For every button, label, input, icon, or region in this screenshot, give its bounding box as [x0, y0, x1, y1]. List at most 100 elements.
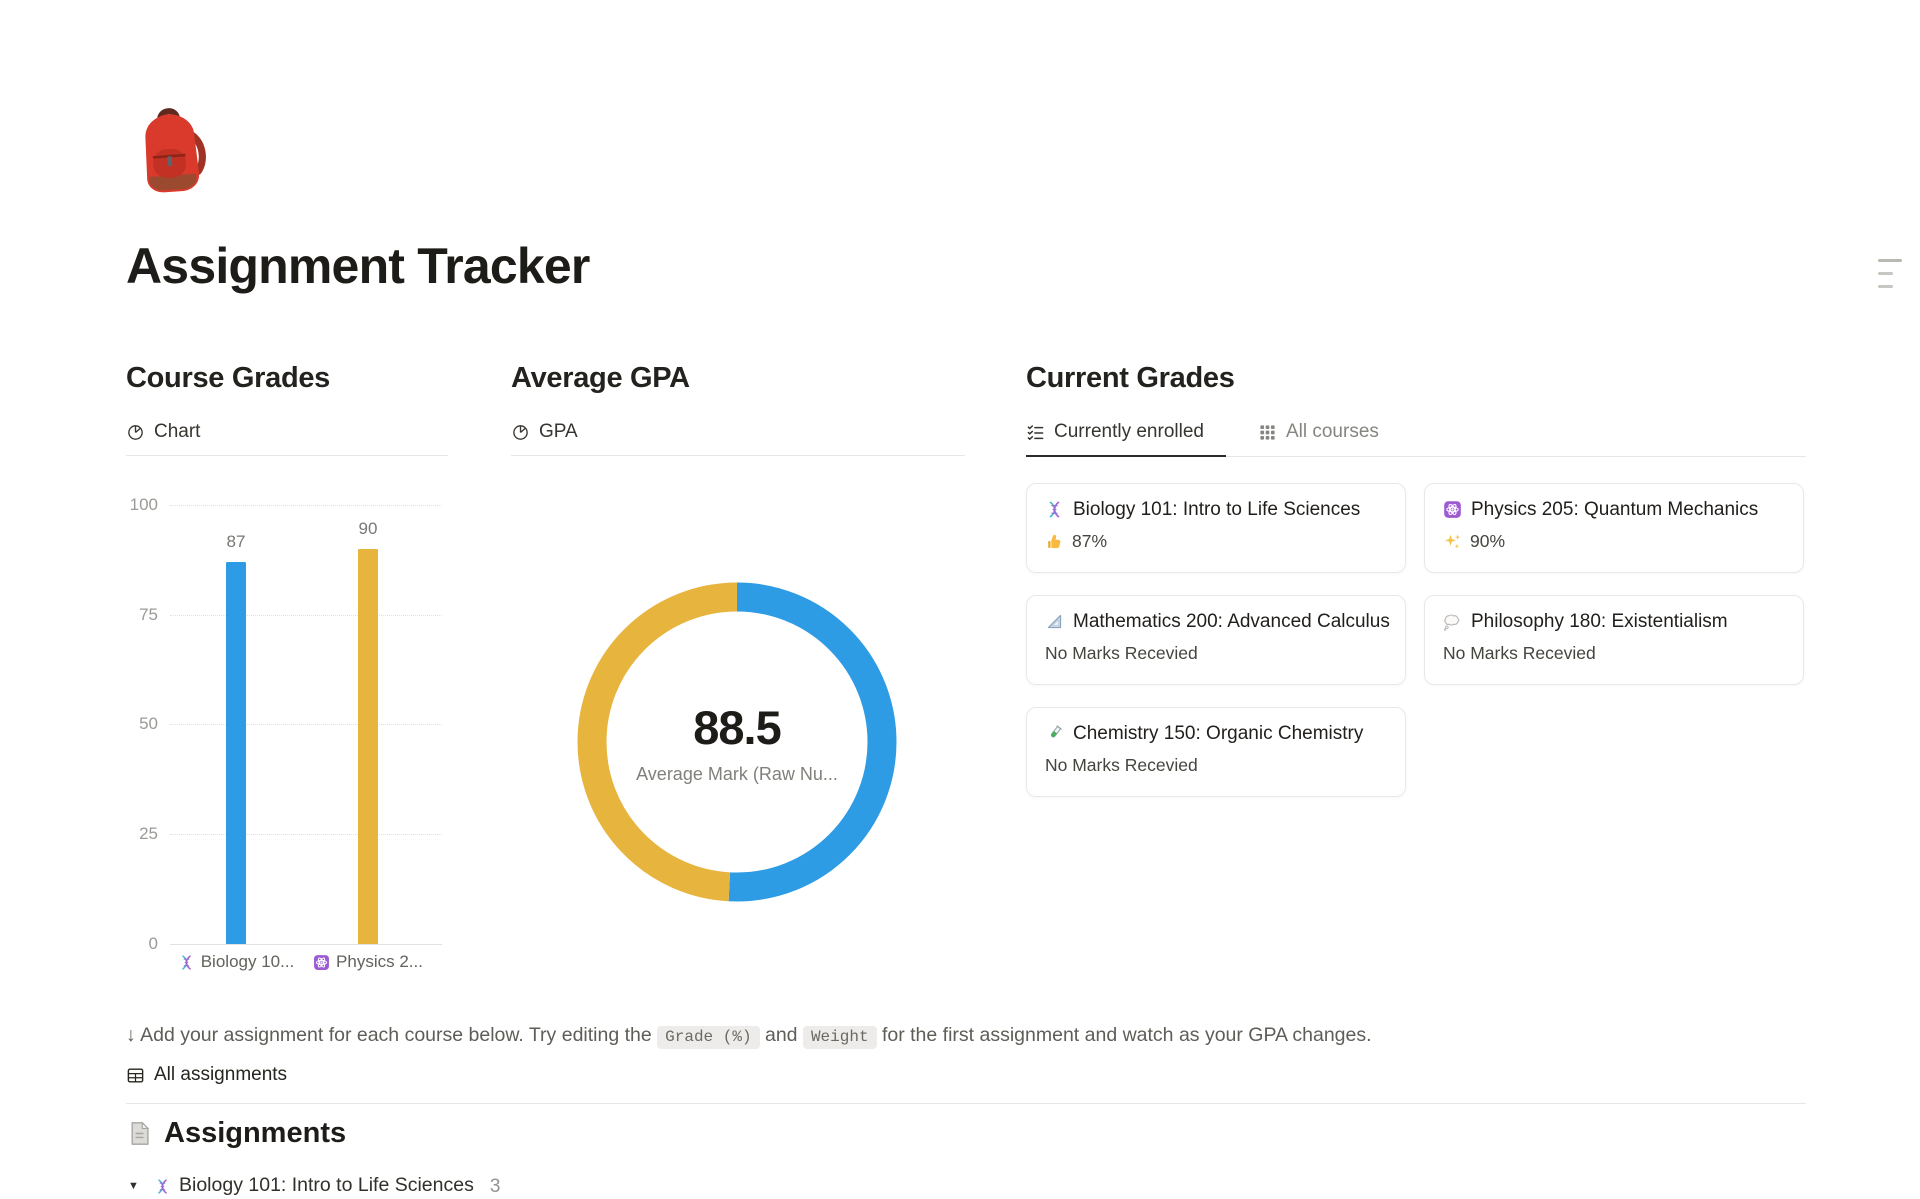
tab-all-courses[interactable]: All courses — [1258, 420, 1381, 455]
donut-slice-yellow[interactable] — [577, 582, 897, 902]
y-tick: 75 — [139, 605, 158, 624]
card-mark: 87% — [1072, 530, 1108, 551]
card-title-row: Chemistry 150: Organic Chemistry — [1045, 723, 1387, 745]
card-mark-row: 87% — [1045, 531, 1387, 552]
section-average-gpa: Average GPA GPA 88.5 Average Mark (Raw N… — [511, 360, 965, 902]
gridline — [170, 724, 442, 725]
section-current-grades: Current Grades Currently enrolled All co… — [1026, 360, 1806, 797]
donut-center: 88.5 Average Mark (Raw Nu... — [577, 582, 897, 902]
thought-balloon-icon — [1443, 612, 1462, 631]
triangular-ruler-icon — [1045, 612, 1064, 631]
average-gpa-heading: Average GPA — [511, 362, 690, 394]
dna-icon — [1045, 500, 1064, 519]
donut-value: 88.5 — [693, 700, 781, 754]
current-grades-heading: Current Grades — [1026, 362, 1235, 394]
atom-icon — [1443, 500, 1462, 519]
pie-chart-icon — [126, 423, 145, 442]
assignments-heading-label: Assignments — [164, 1117, 347, 1149]
card-mark: No Marks Recevied — [1443, 642, 1596, 663]
toggle-triangle-icon[interactable]: ▼ — [128, 1180, 139, 1192]
assignments-heading[interactable]: Assignments — [126, 1114, 346, 1152]
divider — [126, 1103, 1806, 1104]
card-title: Biology 101: Intro to Life Sciences — [1073, 498, 1361, 520]
card-title-row: Philosophy 180: Existentialism — [1443, 611, 1785, 633]
card-title-row: Physics 205: Quantum Mechanics — [1443, 499, 1785, 521]
assignment-group-row: ▼ Biology 101: Intro to Life Sciences 3 — [128, 1172, 500, 1199]
help-suffix: for the first assignment and watch as yo… — [876, 1024, 1372, 1046]
bar-value-label: 87 — [226, 532, 246, 552]
dna-icon — [178, 954, 195, 971]
dna-icon — [154, 1178, 171, 1195]
current-grades-tabs: Currently enrolled All courses — [1026, 420, 1806, 457]
help-text: ↓ Add your assignment for each course be… — [126, 1020, 1372, 1052]
help-middle: and — [759, 1024, 803, 1046]
course-cards-grid: Biology 101: Intro to Life Sciences 87% … — [1026, 482, 1806, 797]
toc-line — [1878, 259, 1902, 262]
course-card-mathematics[interactable]: Mathematics 200: Advanced Calculus No Ma… — [1026, 594, 1406, 685]
course-grades-tabs: Chart — [126, 420, 448, 456]
checklist-icon — [1026, 423, 1045, 442]
tab-gpa-label: GPA — [539, 421, 578, 442]
donut-svg — [577, 582, 897, 902]
card-title-row: Mathematics 200: Advanced Calculus — [1045, 610, 1390, 633]
toc-line — [1878, 285, 1893, 288]
backpack-emoji-icon[interactable] — [122, 104, 220, 202]
course-card-biology[interactable]: Biology 101: Intro to Life Sciences 87% — [1026, 482, 1406, 573]
test-tube-icon — [1045, 724, 1064, 743]
bar-physics[interactable] — [358, 548, 378, 944]
x-axis-line — [170, 944, 442, 945]
tab-gpa[interactable]: GPA — [511, 420, 580, 455]
y-tick: 25 — [139, 824, 158, 843]
toc-line — [1878, 272, 1893, 275]
card-title: Philosophy 180: Existentialism — [1471, 610, 1728, 632]
view-tab-all-assignments[interactable]: All assignments — [126, 1064, 287, 1086]
bar-value-label: 90 — [358, 518, 378, 538]
course-card-physics[interactable]: Physics 205: Quantum Mechanics 90% — [1424, 482, 1804, 573]
x-category-label: Physics 2... — [283, 952, 453, 972]
section-course-grades: Course Grades Chart 100 75 50 25 0 87 90 — [126, 360, 448, 1000]
card-mark-row: 90% — [1443, 531, 1785, 552]
x-category-label: Biology 10... — [151, 952, 321, 972]
group-title-link[interactable]: Biology 101: Intro to Life Sciences — [179, 1172, 474, 1199]
gridline — [170, 834, 442, 835]
card-title: Chemistry 150: Organic Chemistry — [1073, 722, 1364, 744]
tab-chart[interactable]: Chart — [126, 420, 202, 455]
card-mark: 90% — [1470, 530, 1506, 551]
card-mark: No Marks Recevied — [1045, 754, 1198, 775]
inline-code-weight: Weight — [802, 1026, 877, 1049]
course-grades-heading: Course Grades — [126, 362, 331, 394]
y-tick: 0 — [148, 934, 158, 953]
course-card-chemistry[interactable]: Chemistry 150: Organic Chemistry No Mark… — [1026, 706, 1406, 797]
tab-currently-enrolled[interactable]: Currently enrolled — [1026, 420, 1226, 457]
table-of-contents-indicator[interactable] — [1878, 259, 1908, 298]
table-icon — [126, 1066, 145, 1085]
thumbs-up-icon — [1045, 532, 1064, 551]
page-icon — [126, 1120, 153, 1147]
tab-all-courses-label: All courses — [1285, 421, 1379, 442]
card-mark-row: No Marks Recevied — [1443, 643, 1785, 664]
course-card-philosophy[interactable]: Philosophy 180: Existentialism No Marks … — [1424, 594, 1804, 685]
card-title-row: Biology 101: Intro to Life Sciences — [1045, 499, 1387, 521]
help-prefix: ↓ Add your assignment for each course be… — [126, 1024, 658, 1046]
pie-chart-icon — [511, 423, 530, 442]
sparkles-icon — [1443, 532, 1462, 551]
inline-code-grade: Grade (%) — [657, 1026, 760, 1049]
x-category-text: Physics 2... — [336, 952, 423, 971]
page-title[interactable]: Assignment Tracker — [126, 238, 590, 294]
grid-icon — [1258, 423, 1277, 442]
tab-chart-label: Chart — [154, 421, 201, 442]
card-mark-row: No Marks Recevied — [1045, 643, 1387, 664]
card-title: Mathematics 200: Advanced Calculus — [1073, 610, 1390, 632]
bar-chart: 100 75 50 25 0 87 90 Biology 10... Physi… — [126, 470, 448, 1000]
card-mark: No Marks Recevied — [1045, 642, 1198, 663]
average-gpa-tabs: GPA — [511, 420, 965, 456]
group-count: 3 — [489, 1176, 501, 1197]
donut-chart: 88.5 Average Mark (Raw Nu... — [577, 582, 897, 902]
y-tick: 50 — [139, 714, 158, 733]
bar-biology[interactable] — [226, 562, 246, 944]
atom-icon — [313, 954, 330, 971]
card-mark-row: No Marks Recevied — [1045, 755, 1387, 776]
x-category-text: Biology 10... — [200, 952, 295, 971]
gridline — [170, 505, 442, 506]
